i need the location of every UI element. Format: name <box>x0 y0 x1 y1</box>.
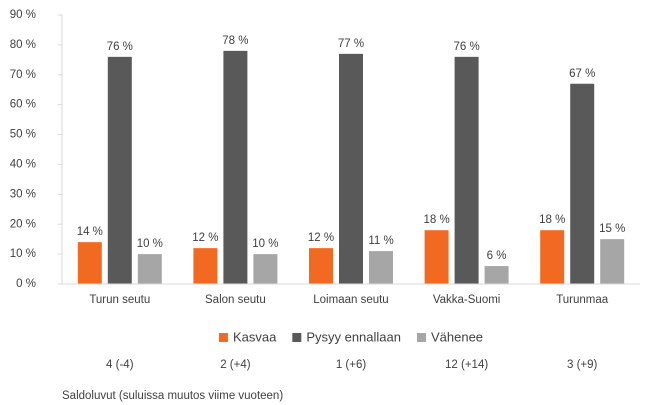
bar <box>253 254 278 284</box>
legend-label: Vähenee <box>431 329 483 344</box>
y-tick-label: 40 % <box>10 158 36 170</box>
value-label: 11 % <box>368 235 393 247</box>
value-label: 10 % <box>137 238 163 250</box>
legend-label: Pysyy ennallaan <box>306 329 401 344</box>
bar <box>369 251 393 284</box>
bar <box>484 266 509 284</box>
bar <box>339 53 363 284</box>
value-label: 76 % <box>107 41 133 53</box>
value-label: 78 % <box>222 35 248 47</box>
legend-swatch <box>416 333 426 342</box>
x-tick-label: Vakka-Suomi <box>433 294 501 306</box>
bar <box>193 248 218 284</box>
y-tick-label: 60 % <box>10 99 36 111</box>
value-label: 12 % <box>308 232 334 244</box>
bar <box>107 56 132 284</box>
value-label: 77 % <box>338 38 364 50</box>
saldo-label: 12 (+14) <box>445 359 488 371</box>
x-tick-label: Loimaan seutu <box>313 294 388 306</box>
bar <box>424 230 449 284</box>
value-label: 12 % <box>192 232 218 244</box>
value-label: 6 % <box>487 250 507 262</box>
x-tick-label: Turun seutu <box>89 294 150 306</box>
y-tick-label: 70 % <box>10 69 36 81</box>
bar <box>223 50 248 284</box>
y-tick-label: 20 % <box>10 218 36 230</box>
saldo-label: 1 (+6) <box>336 359 367 371</box>
bar <box>137 254 162 284</box>
saldo-label: 2 (+4) <box>220 359 251 371</box>
y-tick-label: 80 % <box>10 39 36 51</box>
y-tick-label: 90 % <box>10 9 36 21</box>
y-tick-label: 0 % <box>16 278 36 290</box>
value-label: 76 % <box>453 41 479 53</box>
legend-swatch <box>218 333 228 342</box>
value-label: 18 % <box>539 214 565 226</box>
note: Saldoluvut (suluissa muutos viime vuotee… <box>62 390 283 402</box>
value-label: 18 % <box>423 214 449 226</box>
legend-swatch <box>292 333 302 342</box>
saldo-label: 4 (-4) <box>106 359 134 371</box>
legend-label: Kasvaa <box>233 329 277 344</box>
value-label: 15 % <box>599 223 625 235</box>
y-tick-label: 10 % <box>10 248 36 260</box>
bar <box>600 239 625 284</box>
bar <box>540 230 565 284</box>
value-label: 67 % <box>569 68 595 80</box>
bar <box>77 242 102 284</box>
y-tick-label: 50 % <box>10 129 36 141</box>
bar <box>454 56 479 284</box>
value-label: 10 % <box>252 238 278 250</box>
saldo-label: 3 (+9) <box>567 359 598 371</box>
bar <box>570 83 595 284</box>
value-label: 14 % <box>77 226 103 238</box>
y-tick-label: 30 % <box>10 188 36 200</box>
x-tick-label: Turunmaa <box>556 294 609 306</box>
x-tick-label: Salon seutu <box>205 294 266 306</box>
bar <box>309 248 333 284</box>
